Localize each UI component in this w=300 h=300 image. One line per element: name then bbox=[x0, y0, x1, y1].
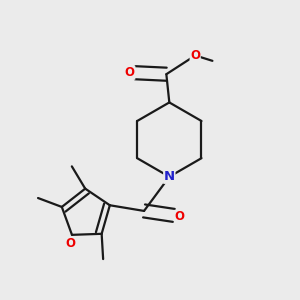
Text: O: O bbox=[190, 49, 200, 62]
Text: O: O bbox=[175, 210, 185, 224]
Text: O: O bbox=[65, 237, 76, 250]
Text: O: O bbox=[125, 66, 135, 79]
Text: N: N bbox=[164, 170, 175, 183]
